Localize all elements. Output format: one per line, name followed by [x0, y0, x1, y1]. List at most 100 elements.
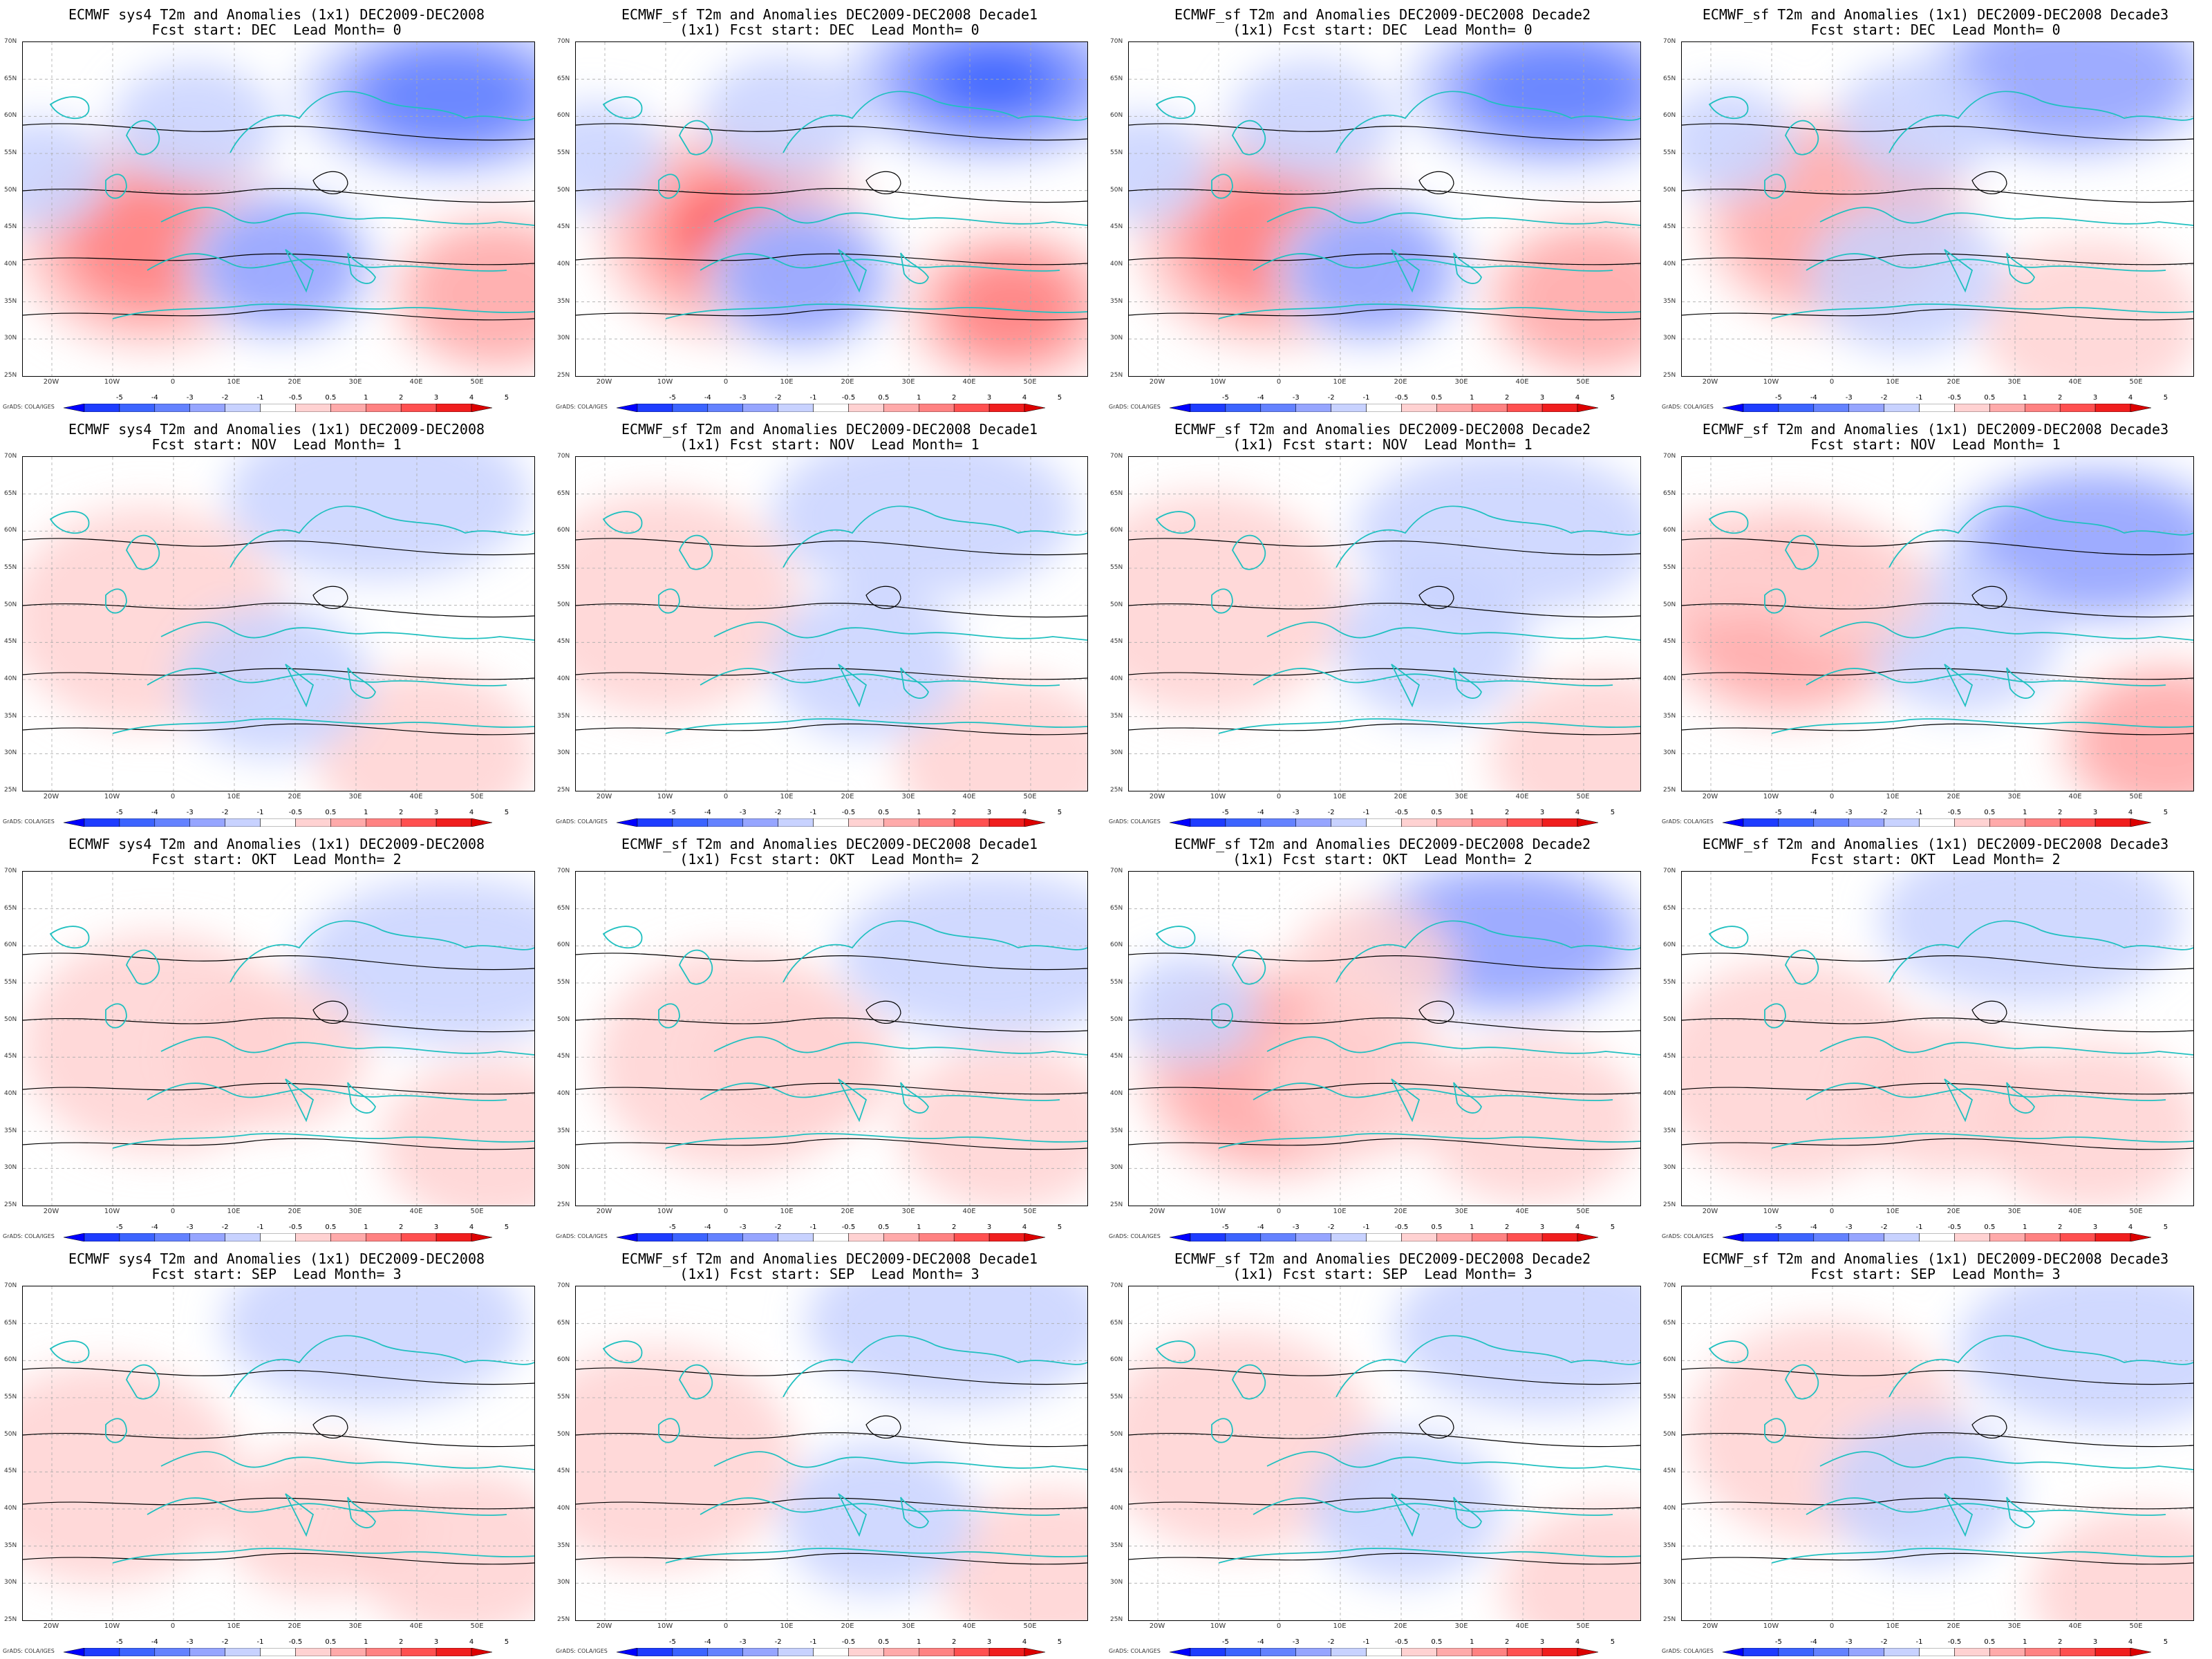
- coastline: [1764, 1418, 1786, 1443]
- lon-label: 0: [1829, 1622, 1835, 1630]
- anomaly-map: [575, 456, 1088, 791]
- temperature-contour: [23, 1082, 534, 1095]
- lon-label: 20W: [596, 378, 612, 386]
- colorbar-swatch: [1989, 1233, 2025, 1241]
- lon-label: 10E: [780, 378, 794, 386]
- temperature-contour: [1129, 253, 1640, 265]
- colorbar-tick: -2: [1880, 1224, 1888, 1231]
- colorbar-tick: -4: [704, 394, 711, 402]
- lat-label: 65N: [1663, 489, 1676, 497]
- colorbar-swatch: [1331, 1648, 1367, 1656]
- temperature-contour: [576, 668, 1087, 680]
- colorbar-tick: 2: [951, 394, 957, 402]
- colorbar: [1723, 818, 2151, 827]
- colorbar: [617, 1233, 1045, 1241]
- colorbar-swatch: [883, 1648, 919, 1656]
- colorbar-swatch: [1295, 404, 1331, 412]
- colorbar-tick: -4: [704, 1638, 711, 1646]
- lat-label: 45N: [1663, 638, 1676, 646]
- temperature-contour: [23, 1432, 534, 1447]
- coastline: [782, 91, 1087, 153]
- coastline: [1253, 668, 1613, 686]
- coastline: [700, 253, 1060, 272]
- colorbar-swatch: [742, 1233, 778, 1241]
- colorbar-swatch: [330, 1648, 366, 1656]
- colorbar-tick: 4: [469, 394, 474, 402]
- coastline: [678, 534, 713, 570]
- coastline: [658, 588, 680, 614]
- colorbar-tick: -4: [1257, 809, 1264, 816]
- lon-label: 20W: [596, 1622, 612, 1630]
- colorbar-swatch: [883, 404, 919, 412]
- colorbar-swatch: [1813, 1233, 1849, 1241]
- coastline: [1266, 621, 1640, 641]
- coastline: [1708, 1340, 1749, 1364]
- colorbar: [1170, 818, 1598, 827]
- colorbar-swatch: [400, 404, 437, 412]
- colorbar-tick: 1: [1470, 394, 1474, 402]
- coastline: [347, 1497, 376, 1528]
- panel-title: ECMWF sys4 T2m and Anomalies (1x1) DEC20…: [68, 421, 485, 438]
- colorbar-tick: -5: [668, 394, 676, 402]
- anomaly-shade: [2032, 1508, 2193, 1620]
- lat-label: 70N: [4, 453, 17, 460]
- map-panel: ECMWF_sf T2m and Anomalies DEC2009-DEC20…: [1106, 415, 1659, 830]
- colorbar-swatch: [637, 1648, 673, 1656]
- colorbar: [64, 1233, 492, 1241]
- colorbar-tick: -1: [1915, 809, 1923, 816]
- coastline: [678, 949, 713, 985]
- lon-label: 50E: [1023, 378, 1037, 386]
- temperature-contour: [23, 1553, 534, 1565]
- colorbar-tick: 2: [951, 809, 957, 816]
- colorbar-swatch: [64, 818, 85, 827]
- colorbar-tick: 2: [2057, 809, 2063, 816]
- temperature-contour: [576, 953, 1087, 971]
- lat-label: 50N: [1663, 1430, 1676, 1438]
- lat-label: 25N: [557, 372, 570, 379]
- colorbar-tick: -3: [1292, 809, 1300, 816]
- coastline: [1764, 1003, 1786, 1029]
- coastline: [160, 621, 534, 641]
- lon-label: 30E: [901, 793, 915, 800]
- colorbar-tick: 3: [2092, 809, 2098, 816]
- temperature-contour: [1129, 1082, 1640, 1095]
- colorbar-tick: 5: [1610, 809, 1615, 816]
- lat-label: 55N: [4, 1394, 17, 1400]
- colorbar-tick: 5: [1610, 1638, 1615, 1646]
- lat-label: 45N: [557, 1053, 570, 1060]
- coastline: [105, 1003, 127, 1029]
- anomaly-shade: [1490, 673, 1640, 791]
- lon-label: 50E: [470, 1208, 484, 1215]
- lon-label: 0: [170, 793, 176, 800]
- colorbar-swatch: [1225, 1648, 1262, 1656]
- coastline: [229, 91, 534, 153]
- lon-label: 40E: [409, 378, 423, 386]
- temperature-contour: [1129, 1497, 1640, 1510]
- colorbar-tick: 3: [1539, 809, 1545, 816]
- map-canvas: [23, 42, 534, 376]
- lon-label: 20W: [43, 378, 59, 386]
- colorbar-swatch: [813, 404, 849, 412]
- colorbar-tick: 1: [2023, 1224, 2027, 1231]
- lat-label: 45N: [1110, 223, 1123, 231]
- colorbar-swatch: [848, 1648, 884, 1656]
- colorbar-swatch: [1436, 818, 1472, 827]
- coastline: [1335, 91, 1640, 153]
- colorbar-swatch: [435, 818, 472, 827]
- coastline: [2006, 252, 2035, 284]
- lon-label: 20W: [596, 793, 612, 800]
- temperature-contour: [1418, 171, 1454, 194]
- colorbar-tick: 0.5: [325, 1638, 337, 1646]
- coastline: [347, 1082, 376, 1114]
- colorbar-tick: -5: [1221, 1638, 1229, 1646]
- colorbar-swatch: [2130, 818, 2151, 827]
- colorbar-swatch: [154, 1648, 190, 1656]
- lat-label: 35N: [1110, 297, 1123, 305]
- temperature-contour: [1682, 1553, 2193, 1565]
- colorbar-swatch: [953, 1233, 990, 1241]
- coastline: [1771, 1133, 2193, 1149]
- temperature-contour: [865, 585, 901, 609]
- lon-label: 30E: [901, 1622, 915, 1630]
- map-panel: ECMWF_sf T2m and Anomalies DEC2009-DEC20…: [1106, 0, 1659, 415]
- coastline: [1888, 505, 2193, 568]
